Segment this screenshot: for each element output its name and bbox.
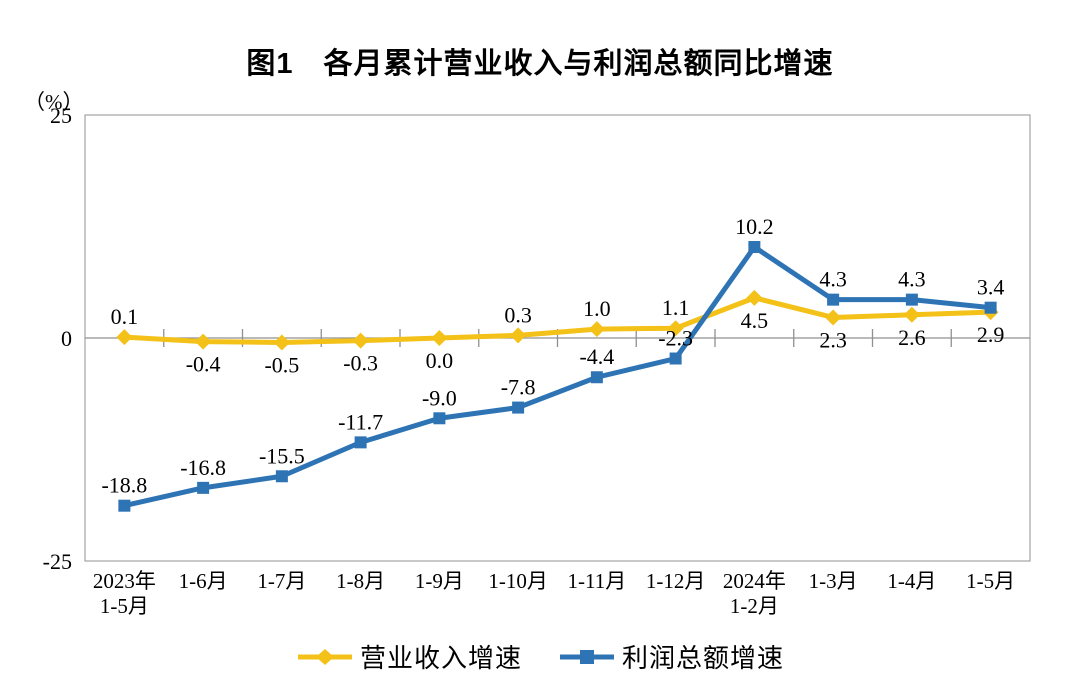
profit-growth-data-label: -9.0 xyxy=(422,385,457,410)
revenue-growth-marker xyxy=(273,334,290,351)
revenue-growth-data-label: -0.4 xyxy=(186,352,221,377)
revenue-growth-marker xyxy=(116,329,133,346)
revenue-growth-data-label: 2.6 xyxy=(898,325,926,350)
series-revenue-growth-labels: 0.1 -0.4 -0.5 -0.3 0.0 0.3 1.0 1.1 4.5 2.3 2.6 2.9 xyxy=(111,295,1005,377)
svg-text:1-10月: 1-10月 xyxy=(488,569,548,593)
profit-growth-data-label: -18.8 xyxy=(101,473,147,498)
svg-text:1-4月: 1-4月 xyxy=(887,569,936,593)
revenue-growth-data-label: 2.3 xyxy=(819,327,847,352)
profit-growth-data-label: -15.5 xyxy=(259,443,305,468)
revenue-line-diamond-icon xyxy=(297,648,352,665)
chart-title: 图1 各月累计营业收入与利润总额同比增速 xyxy=(246,48,834,80)
revenue-growth-data-label: 2.9 xyxy=(977,322,1005,347)
profit-growth-data-label: -7.8 xyxy=(501,375,536,400)
revenue-growth-data-label: -0.3 xyxy=(343,351,378,376)
profit-growth-data-label: -16.8 xyxy=(180,455,226,480)
revenue-growth-marker xyxy=(352,332,369,349)
profit-growth-data-label: 3.4 xyxy=(977,275,1005,300)
profit-growth-data-label: -11.7 xyxy=(338,409,383,434)
svg-text:1-11月: 1-11月 xyxy=(568,569,627,593)
profit-growth-marker xyxy=(433,412,446,425)
svg-text:25: 25 xyxy=(50,103,72,128)
revenue-growth-data-label: 0.3 xyxy=(504,302,532,327)
profit-line-square-icon xyxy=(560,649,614,664)
revenue-growth-line xyxy=(121,295,994,345)
svg-text:0: 0 xyxy=(61,326,72,351)
revenue-growth-marker xyxy=(825,309,842,326)
profit-growth-marker xyxy=(512,401,525,414)
svg-text:1-3月: 1-3月 xyxy=(809,569,858,593)
profit-growth-data-label: 4.3 xyxy=(819,267,847,292)
svg-text:1-12月: 1-12月 xyxy=(646,569,706,593)
revenue-growth-data-label: 0.0 xyxy=(426,348,454,373)
revenue-growth-data-label: 0.1 xyxy=(111,304,139,329)
svg-text:1-9月: 1-9月 xyxy=(415,569,464,593)
profit-growth-marker xyxy=(118,499,131,512)
revenue-growth-marker xyxy=(431,330,448,346)
series-profit-growth-labels: -18.8 -16.8 -15.5 -11.7 -9.0 -7.8 -4.4 -2.3 10.2… xyxy=(101,214,1004,498)
svg-text:1-6月: 1-6月 xyxy=(179,569,228,593)
profit-growth-marker xyxy=(590,371,603,384)
profit-growth-line xyxy=(121,244,994,509)
line-chart: 25 0 -25 2023年 1-5月 1-6月 1-7月 1-8月 1-9月 1-10月 1-11… xyxy=(43,103,1031,618)
revenue-growth-data-label: 1.0 xyxy=(583,296,611,321)
profit-growth-marker xyxy=(354,436,367,449)
svg-text:1-8月: 1-8月 xyxy=(336,569,385,593)
legend-item-profit: 利润总额增速 xyxy=(558,638,784,675)
profit-growth-marker xyxy=(984,301,997,314)
revenue-growth-marker xyxy=(667,320,684,337)
svg-text:-25: -25 xyxy=(43,549,72,574)
revenue-growth-marker xyxy=(195,333,212,350)
legend-label-revenue: 营业收入增速 xyxy=(359,644,522,673)
svg-text:1-7月: 1-7月 xyxy=(257,569,306,593)
y-axis-unit-label: （%） xyxy=(24,90,84,114)
profit-growth-data-label: -2.3 xyxy=(658,326,693,351)
profit-growth-marker xyxy=(669,352,682,365)
revenue-growth-marker xyxy=(588,321,605,338)
revenue-growth-marker xyxy=(903,306,920,323)
profit-growth-marker xyxy=(827,293,840,306)
legend-item-revenue: 营业收入增速 xyxy=(296,638,522,675)
series-profit-growth xyxy=(118,241,997,512)
revenue-growth-marker xyxy=(510,327,527,344)
profit-growth-data-label: 10.2 xyxy=(735,214,774,239)
legend-label-profit: 利润总额增速 xyxy=(622,644,785,673)
x-axis-labels: 2023年 1-5月 1-6月 1-7月 1-8月 1-9月 1-10月 1-11月 1-12月… xyxy=(93,569,1015,618)
svg-text:1-5月: 1-5月 xyxy=(966,569,1015,593)
y-axis-labels: 25 0 -25 xyxy=(43,103,72,574)
revenue-growth-marker xyxy=(746,289,763,306)
profit-growth-marker xyxy=(197,481,210,494)
profit-growth-data-label: -4.4 xyxy=(579,344,614,369)
profit-growth-marker xyxy=(748,241,761,254)
revenue-growth-data-label: -0.5 xyxy=(264,352,299,377)
profit-growth-data-label: 4.3 xyxy=(898,267,926,292)
profit-growth-marker xyxy=(275,470,288,483)
chart-legend: 营业收入增速 利润总额增速 xyxy=(0,638,1080,675)
revenue-growth-data-label: 1.1 xyxy=(662,295,690,320)
revenue-growth-data-label: 4.5 xyxy=(741,308,769,333)
profit-growth-marker xyxy=(905,293,918,306)
